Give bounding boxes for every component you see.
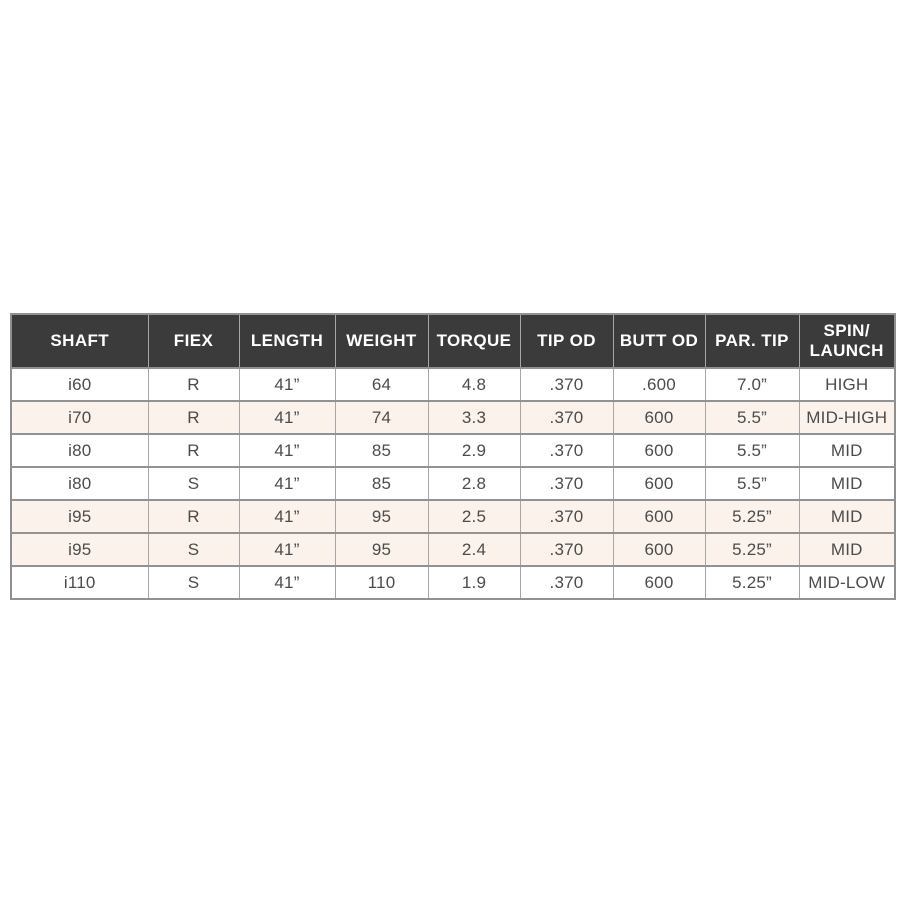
cell-length: 41” [238, 433, 336, 468]
column-header-butt-od: BUTT OD [612, 313, 706, 369]
spec-table-container: SHAFT FIEX LENGTH WEIGHT TORQUE TIP OD B… [10, 313, 896, 600]
column-header-spin-launch: SPIN/ LAUNCH [798, 313, 896, 369]
cell-shaft: i95 [10, 499, 149, 534]
cell-weight: 95 [334, 499, 429, 534]
column-header-shaft: SHAFT [10, 313, 149, 369]
cell-torque: 2.8 [427, 466, 521, 501]
cell-length: 41” [238, 532, 336, 567]
cell-weight: 95 [334, 532, 429, 567]
cell-par-tip: 5.5” [704, 433, 800, 468]
cell-tip-od: .370 [519, 499, 614, 534]
cell-spin-launch: MID-HIGH [798, 400, 896, 435]
cell-butt-od: 600 [612, 433, 706, 468]
cell-shaft: i70 [10, 400, 149, 435]
cell-torque: 2.9 [427, 433, 521, 468]
cell-flex: R [147, 499, 240, 534]
cell-butt-od: 600 [612, 400, 706, 435]
column-header-par-tip: PAR. TIP [704, 313, 800, 369]
cell-butt-od: .600 [612, 367, 706, 402]
cell-weight: 64 [334, 367, 429, 402]
cell-spin-launch: MID [798, 466, 896, 501]
cell-length: 41” [238, 466, 336, 501]
cell-tip-od: .370 [519, 532, 614, 567]
cell-length: 41” [238, 565, 336, 600]
spin-launch-line2: LAUNCH [809, 341, 884, 360]
table-row-i60-r: i60 R 41” 64 4.8 .370 .600 7.0” HIGH [10, 367, 896, 402]
cell-shaft: i60 [10, 367, 149, 402]
cell-torque: 4.8 [427, 367, 521, 402]
column-header-flex: FIEX [147, 313, 240, 369]
cell-flex: S [147, 565, 240, 600]
table-row-i95-r: i95 R 41” 95 2.5 .370 600 5.25” MID [10, 499, 896, 534]
cell-spin-launch: MID-LOW [798, 565, 896, 600]
cell-weight: 85 [334, 433, 429, 468]
header-row: SHAFT FIEX LENGTH WEIGHT TORQUE TIP OD B… [10, 313, 896, 369]
table-row-i95-s: i95 S 41” 95 2.4 .370 600 5.25” MID [10, 532, 896, 567]
cell-torque: 2.4 [427, 532, 521, 567]
cell-weight: 74 [334, 400, 429, 435]
cell-shaft: i110 [10, 565, 149, 600]
column-header-weight: WEIGHT [334, 313, 429, 369]
cell-spin-launch: HIGH [798, 367, 896, 402]
table-row-i80-r: i80 R 41” 85 2.9 .370 600 5.5” MID [10, 433, 896, 468]
cell-butt-od: 600 [612, 532, 706, 567]
table-body: i60 R 41” 64 4.8 .370 .600 7.0” HIGH i70… [10, 367, 896, 600]
cell-flex: S [147, 532, 240, 567]
cell-butt-od: 600 [612, 466, 706, 501]
cell-par-tip: 5.25” [704, 565, 800, 600]
cell-par-tip: 5.25” [704, 532, 800, 567]
table-row-i80-s: i80 S 41” 85 2.8 .370 600 5.5” MID [10, 466, 896, 501]
column-header-length: LENGTH [238, 313, 336, 369]
cell-spin-launch: MID [798, 433, 896, 468]
shaft-spec-table: SHAFT FIEX LENGTH WEIGHT TORQUE TIP OD B… [10, 313, 896, 600]
cell-shaft: i80 [10, 466, 149, 501]
cell-par-tip: 5.5” [704, 400, 800, 435]
cell-length: 41” [238, 400, 336, 435]
cell-torque: 2.5 [427, 499, 521, 534]
cell-tip-od: .370 [519, 466, 614, 501]
cell-torque: 1.9 [427, 565, 521, 600]
cell-flex: R [147, 433, 240, 468]
cell-butt-od: 600 [612, 565, 706, 600]
spin-launch-line1: SPIN/ [823, 321, 870, 341]
cell-tip-od: .370 [519, 367, 614, 402]
column-header-tip-od: TIP OD [519, 313, 614, 369]
cell-par-tip: 5.5” [704, 466, 800, 501]
table-row-i110-s: i110 S 41” 110 1.9 .370 600 5.25” MID-LO… [10, 565, 896, 600]
column-header-torque: TORQUE [427, 313, 521, 369]
cell-flex: R [147, 367, 240, 402]
cell-length: 41” [238, 499, 336, 534]
cell-tip-od: .370 [519, 433, 614, 468]
cell-flex: R [147, 400, 240, 435]
cell-length: 41” [238, 367, 336, 402]
cell-weight: 110 [334, 565, 429, 600]
table-header: SHAFT FIEX LENGTH WEIGHT TORQUE TIP OD B… [10, 313, 896, 369]
cell-tip-od: .370 [519, 565, 614, 600]
cell-tip-od: .370 [519, 400, 614, 435]
cell-spin-launch: MID [798, 532, 896, 567]
cell-spin-launch: MID [798, 499, 896, 534]
cell-shaft: i95 [10, 532, 149, 567]
cell-par-tip: 7.0” [704, 367, 800, 402]
cell-flex: S [147, 466, 240, 501]
cell-torque: 3.3 [427, 400, 521, 435]
cell-butt-od: 600 [612, 499, 706, 534]
cell-shaft: i80 [10, 433, 149, 468]
cell-par-tip: 5.25” [704, 499, 800, 534]
cell-weight: 85 [334, 466, 429, 501]
table-row-i70-r: i70 R 41” 74 3.3 .370 600 5.5” MID-HIGH [10, 400, 896, 435]
